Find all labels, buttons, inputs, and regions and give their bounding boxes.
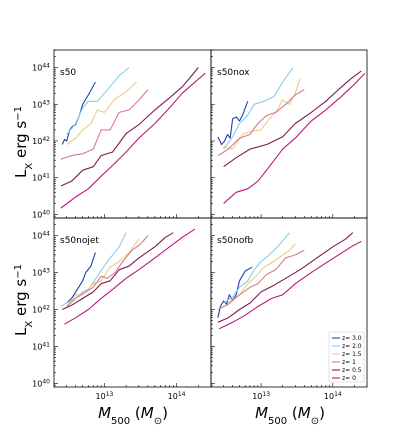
legend-label: z= 1 [342,359,356,366]
series-line-z0.5 [60,67,199,187]
series-line-z1 [66,235,149,308]
panel-s50nox: s50nox [210,49,368,219]
y-tick-label: 1044 [32,62,50,73]
panel-title: s50nofb [217,236,254,246]
y-tick-label: 1042 [32,135,50,146]
series-line-z1 [217,89,305,157]
legend-label: z= 2.0 [342,343,362,350]
x-tick-label: 1014 [324,391,342,402]
panel-title: s50nojet [60,236,99,246]
panel-frame [210,217,368,388]
x-axis-label-right: M500 (M⊙) [255,404,325,427]
panel-title: s50 [60,68,76,78]
series-line-z0 [60,72,206,209]
y-tick-label: 1043 [32,99,50,110]
series-line-z2.0 [223,232,291,304]
series-line-z0 [64,228,196,325]
y-axis-label-bottom: LX erg s−1 [12,264,35,336]
series-line-z2.0 [66,67,130,135]
legend-label: z= 0 [342,375,356,382]
y-axis-label-top: LX erg s−1 [12,106,35,178]
series-line-z1 [217,249,305,310]
series-line-z2.0 [223,67,294,150]
legend-label: z= 3.0 [342,335,362,342]
series-line-z3.0 [217,101,249,146]
x-tick-label: 1013 [96,391,114,402]
legend: z= 3.0z= 2.0z= 1.5z= 1z= 0.5z= 0 [328,331,365,383]
series-line-z1.5 [228,243,296,304]
y-tick-label: 1044 [32,230,50,241]
x-tick-label: 1014 [168,391,186,402]
x-tick-label: 1013 [252,391,270,402]
y-tick-label: 1042 [32,304,50,315]
panel-s50nojet: 1040 1041 1042 1043 1044 1013 1014 s50nojet [32,217,212,402]
legend-label: z= 1.5 [342,351,362,358]
y-tick-label: 1040 [32,378,50,389]
series-line-z0 [223,72,366,204]
y-tick-label: 1041 [32,172,50,183]
series-line-z0 [218,240,362,330]
series-line-z0.5 [61,232,174,311]
y-tick-label: 1043 [32,267,50,278]
series-line-z1 [60,89,149,160]
series-line-z1.5 [66,238,140,307]
series-line-z0.5 [223,70,362,168]
y-tick-label: 1041 [32,341,50,352]
series-line-z1.5 [66,81,138,145]
series-line-z0.5 [217,232,354,323]
panel-title: s50nox [217,68,250,78]
legend-label: z= 0.5 [342,367,362,374]
series-line-z1.5 [223,78,301,150]
series-line-z3.0 [66,252,96,304]
y-tick-label: 1040 [32,209,50,220]
panel-s50: 1040 1041 1042 1043 1044 s50 [32,49,212,220]
